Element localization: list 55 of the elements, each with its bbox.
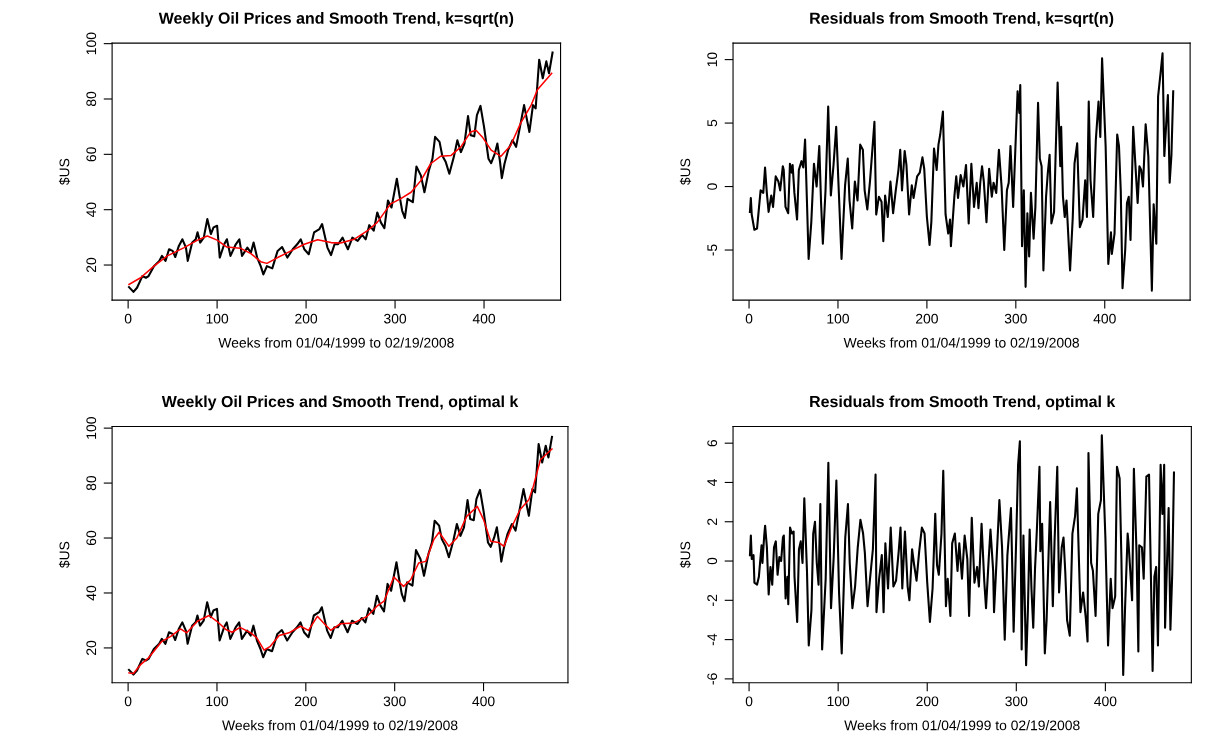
- y-tick-label: 100: [86, 417, 97, 439]
- chart-title: Residuals from Smooth Trend, k=sqrt(n): [810, 12, 1114, 27]
- x-tick-label: 0: [124, 696, 132, 707]
- x-tick-label: 400: [1094, 696, 1117, 707]
- y-tick-label: 80: [86, 91, 97, 107]
- x-tick-label: 100: [827, 696, 850, 707]
- y-axis-title: $US: [58, 158, 71, 185]
- y-tick-label: -2: [707, 594, 717, 606]
- chart-title: Weekly Oil Prices and Smooth Trend, optimal k: [161, 395, 519, 411]
- x-tick-label: 200: [916, 696, 939, 707]
- y-tick-label: 10: [707, 52, 718, 67]
- x-axis-title: Weeks from 01/04/1999 to 02/19/2008: [844, 720, 1080, 731]
- y-tick-label: 60: [86, 530, 97, 546]
- x-tick-label: 300: [1004, 313, 1027, 324]
- y-tick-label: 40: [86, 202, 97, 218]
- y-tick-label: 4: [707, 479, 717, 487]
- y-tick-label: 0: [707, 183, 718, 190]
- y-tick-label: -5: [707, 244, 718, 256]
- x-tick-label: 300: [1005, 696, 1028, 707]
- y-tick-label: 6: [707, 439, 718, 447]
- x-tick-label: 100: [827, 313, 850, 324]
- x-tick-label: 400: [1093, 313, 1116, 324]
- x-tick-label: 100: [206, 313, 229, 324]
- x-tick-label: 200: [294, 696, 317, 707]
- x-tick-label: 200: [295, 313, 318, 324]
- y-tick-label: 80: [86, 475, 97, 491]
- line-series: [748, 52, 1175, 292]
- x-tick-label: 200: [916, 313, 938, 324]
- x-tick-label: 400: [472, 696, 495, 707]
- x-tick-label: 100: [206, 696, 229, 707]
- x-tick-label: 300: [384, 313, 407, 324]
- x-axis-title: Weeks from 01/04/1999 to 02/19/2008: [222, 720, 458, 731]
- x-axis-title: Weeks from 01/04/1999 to 02/19/2008: [843, 337, 1079, 348]
- y-tick-label: 20: [86, 257, 97, 273]
- y-tick-label: 100: [86, 32, 97, 55]
- x-tick-label: 300: [383, 696, 406, 707]
- line-series: [748, 434, 1176, 676]
- y-tick-label: -6: [707, 673, 718, 685]
- y-tick-label: 40: [86, 585, 97, 601]
- x-tick-label: 0: [745, 313, 753, 324]
- x-axis-title: Weeks from 01/04/1999 to 02/19/2008: [218, 337, 454, 348]
- y-axis-title: $US: [679, 158, 692, 185]
- y-axis-title: $US: [679, 541, 692, 569]
- y-tick-label: -4: [707, 633, 717, 646]
- x-tick-label: 400: [472, 313, 496, 324]
- y-tick-label: 2: [707, 518, 717, 525]
- y-tick-label: 60: [86, 147, 97, 162]
- x-tick-label: 0: [745, 696, 753, 707]
- x-tick-label: 0: [124, 313, 132, 324]
- y-tick-label: 20: [86, 640, 97, 655]
- y-tick-label: 5: [707, 119, 718, 127]
- y-tick-label: 0: [707, 557, 718, 565]
- y-axis-title: $US: [58, 541, 71, 569]
- chart-title: Weekly Oil Prices and Smooth Trend, k=sqrt(n): [158, 12, 514, 27]
- chart-title: Residuals from Smooth Trend, optimal k: [810, 395, 1116, 411]
